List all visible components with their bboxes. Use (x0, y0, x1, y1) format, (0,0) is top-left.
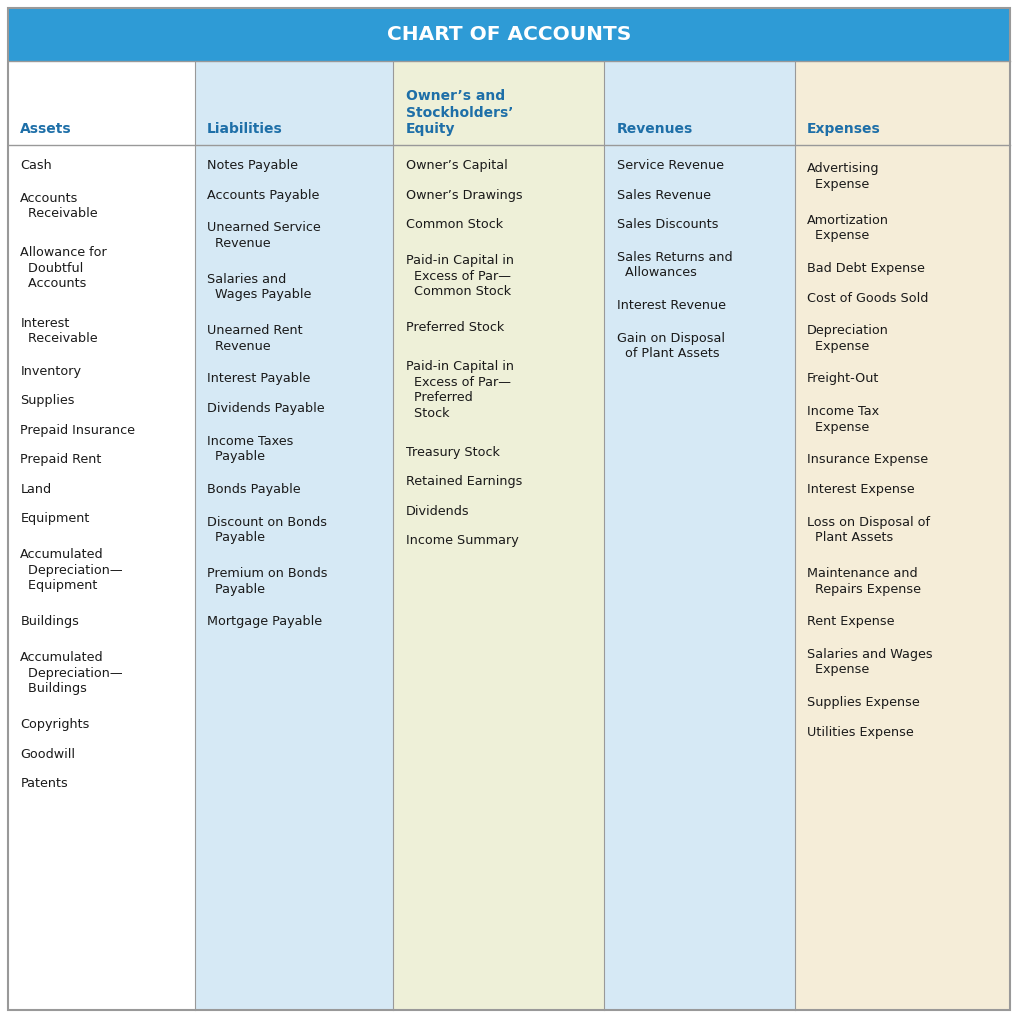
Text: Accumulated
  Depreciation—
  Equipment: Accumulated Depreciation— Equipment (20, 549, 123, 592)
Text: Utilities Expense: Utilities Expense (807, 726, 914, 739)
Text: Advertising
  Expense: Advertising Expense (807, 163, 879, 190)
Text: Interest Expense: Interest Expense (807, 483, 915, 496)
Text: Amortization
  Expense: Amortization Expense (807, 214, 889, 242)
Text: Unearned Rent
  Revenue: Unearned Rent Revenue (207, 325, 302, 352)
Text: Prepaid Rent: Prepaid Rent (20, 453, 101, 466)
Bar (604, 61, 795, 1010)
Text: Freight-Out: Freight-Out (807, 373, 879, 386)
Text: Allowance for
  Doubtful
  Accounts: Allowance for Doubtful Accounts (20, 246, 107, 290)
Text: Income Taxes
  Payable: Income Taxes Payable (207, 435, 293, 463)
Text: Maintenance and
  Repairs Expense: Maintenance and Repairs Expense (807, 567, 921, 596)
Text: Assets: Assets (20, 122, 72, 136)
Bar (195, 61, 393, 1010)
Bar (795, 61, 1010, 1010)
Text: Bad Debt Expense: Bad Debt Expense (807, 262, 925, 275)
Text: Dividends: Dividends (406, 505, 469, 518)
Text: Treasury Stock: Treasury Stock (406, 446, 500, 459)
Text: Equipment: Equipment (20, 512, 89, 525)
Text: Sales Returns and
  Allowances: Sales Returns and Allowances (617, 251, 732, 279)
Text: Buildings: Buildings (20, 615, 79, 628)
Text: Supplies Expense: Supplies Expense (807, 696, 920, 710)
Text: Salaries and Wages
  Expense: Salaries and Wages Expense (807, 648, 933, 676)
Text: Owner’s Drawings: Owner’s Drawings (406, 188, 522, 202)
Text: Insurance Expense: Insurance Expense (807, 453, 928, 466)
Text: Owner’s Capital: Owner’s Capital (406, 159, 507, 172)
Text: Patents: Patents (20, 777, 68, 790)
Text: Notes Payable: Notes Payable (207, 159, 298, 172)
Text: Liabilities: Liabilities (207, 122, 283, 136)
Text: Owner’s and
Stockholders’
Equity: Owner’s and Stockholders’ Equity (406, 89, 513, 136)
Text: Interest
  Receivable: Interest Receivable (20, 317, 98, 345)
Text: Prepaid Insurance: Prepaid Insurance (20, 423, 135, 437)
Text: Sales Discounts: Sales Discounts (617, 218, 718, 231)
Text: Sales Revenue: Sales Revenue (617, 188, 711, 202)
Text: Goodwill: Goodwill (20, 747, 75, 760)
Bar (8, 8, 1010, 61)
Text: Loss on Disposal of
  Plant Assets: Loss on Disposal of Plant Assets (807, 516, 930, 544)
Text: Accounts Payable: Accounts Payable (207, 188, 319, 202)
Text: Depreciation
  Expense: Depreciation Expense (807, 325, 889, 352)
Text: Expenses: Expenses (807, 122, 881, 136)
Text: Supplies: Supplies (20, 394, 75, 407)
Text: Revenues: Revenues (617, 122, 693, 136)
Text: Retained Earnings: Retained Earnings (406, 475, 522, 489)
Text: Bonds Payable: Bonds Payable (207, 483, 300, 496)
Text: Discount on Bonds
  Payable: Discount on Bonds Payable (207, 516, 327, 544)
Text: Salaries and
  Wages Payable: Salaries and Wages Payable (207, 273, 311, 301)
Text: Mortgage Payable: Mortgage Payable (207, 615, 322, 628)
Text: Land: Land (20, 483, 52, 496)
Text: Paid-in Capital in
  Excess of Par—
  Common Stock: Paid-in Capital in Excess of Par— Common… (406, 254, 514, 298)
Text: Interest Revenue: Interest Revenue (617, 299, 725, 313)
Text: Preferred Stock: Preferred Stock (406, 321, 504, 334)
Text: Cash: Cash (20, 159, 52, 172)
Text: Paid-in Capital in
  Excess of Par—
  Preferred
  Stock: Paid-in Capital in Excess of Par— Prefer… (406, 360, 514, 419)
Text: Service Revenue: Service Revenue (617, 159, 724, 172)
Text: Interest Payable: Interest Payable (207, 373, 310, 386)
Text: Cost of Goods Sold: Cost of Goods Sold (807, 291, 929, 304)
Text: Accounts
  Receivable: Accounts Receivable (20, 192, 98, 220)
Bar (393, 61, 604, 1010)
Bar (8, 61, 195, 1010)
Text: Accumulated
  Depreciation—
  Buildings: Accumulated Depreciation— Buildings (20, 652, 123, 695)
Text: CHART OF ACCOUNTS: CHART OF ACCOUNTS (386, 25, 632, 44)
Text: Income Summary: Income Summary (406, 534, 518, 548)
Text: Dividends Payable: Dividends Payable (207, 402, 324, 415)
Text: Common Stock: Common Stock (406, 218, 503, 231)
Text: Unearned Service
  Revenue: Unearned Service Revenue (207, 222, 320, 249)
Text: Income Tax
  Expense: Income Tax Expense (807, 405, 879, 434)
Text: Inventory: Inventory (20, 364, 81, 378)
Text: Premium on Bonds
  Payable: Premium on Bonds Payable (207, 567, 328, 596)
Text: Gain on Disposal
  of Plant Assets: Gain on Disposal of Plant Assets (617, 332, 725, 360)
Text: Rent Expense: Rent Expense (807, 615, 894, 628)
Text: Copyrights: Copyrights (20, 718, 89, 731)
